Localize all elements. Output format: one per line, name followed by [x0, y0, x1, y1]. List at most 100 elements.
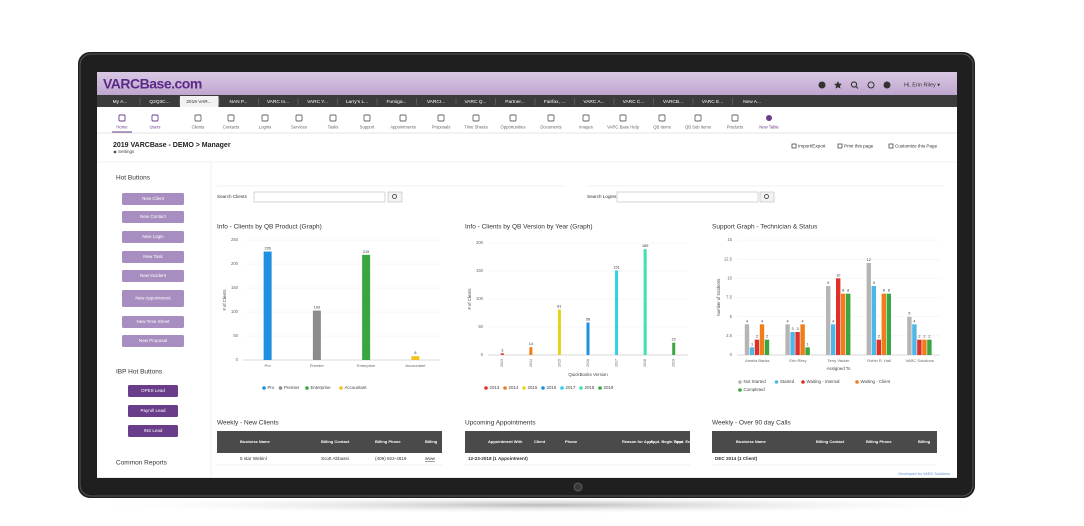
tab-label[interactable]: VARCB...	[663, 99, 683, 105]
toolbar-label[interactable]: Services	[291, 125, 307, 130]
tab[interactable]	[575, 96, 614, 107]
settings-link[interactable]: Settings	[118, 149, 135, 154]
help-icon[interactable]	[867, 81, 875, 89]
page-action[interactable]: Import/Export	[798, 144, 826, 149]
hot-button-label[interactable]: New Proposal	[139, 338, 167, 343]
tab[interactable]	[614, 96, 654, 107]
tab[interactable]	[140, 96, 180, 107]
tab-label[interactable]: Partner...	[505, 99, 524, 105]
hot-button-label[interactable]: New Contact	[140, 214, 167, 219]
search-label: Search Logins	[587, 194, 617, 199]
ibp-button[interactable]	[128, 385, 178, 397]
add-icon[interactable]	[818, 81, 826, 89]
toolbar-label[interactable]: Support	[360, 125, 376, 130]
legend-label: 2015	[528, 385, 538, 390]
hot-button[interactable]	[122, 270, 184, 282]
toolbar-label[interactable]: Images	[579, 125, 593, 130]
page-action[interactable]: Print this page	[844, 144, 874, 149]
search-icon[interactable]	[850, 81, 858, 88]
tab[interactable]	[733, 96, 772, 107]
page-action[interactable]: Customize this Page	[895, 144, 938, 149]
ibp-button[interactable]	[128, 425, 178, 437]
hot-button-label[interactable]: New Time Sheet	[136, 319, 170, 324]
tab[interactable]	[496, 96, 535, 107]
search-input[interactable]	[616, 191, 759, 203]
toolbar-label[interactable]: VARC Base Help	[607, 125, 639, 130]
tab-label[interactable]: Fumiga...	[387, 99, 407, 105]
hot-button[interactable]	[122, 251, 184, 263]
tab[interactable]	[456, 96, 496, 107]
ibp-button[interactable]	[128, 405, 178, 417]
tab[interactable]	[693, 96, 733, 107]
hot-button-label[interactable]: New Client	[142, 196, 165, 201]
hot-button[interactable]	[122, 231, 184, 243]
tab[interactable]	[180, 96, 219, 107]
toolbar-label[interactable]: Time Sheets	[464, 125, 487, 130]
toolbar-label[interactable]: QB Sub Items	[685, 125, 711, 130]
search-button[interactable]	[387, 191, 403, 203]
table-cell[interactable]: www	[425, 456, 436, 461]
toolbar-label[interactable]: Appointments	[390, 125, 416, 130]
star-icon[interactable]	[834, 81, 842, 89]
tab-label[interactable]: VARCI...	[427, 99, 445, 105]
tab-label[interactable]: My A...	[113, 99, 128, 105]
legend-swatch	[339, 386, 343, 390]
hot-button-label[interactable]: New Appointment	[135, 296, 171, 301]
hot-button[interactable]	[122, 316, 184, 328]
toolbar-label[interactable]: Contacts	[223, 125, 240, 130]
hot-button-label[interactable]: New Task	[143, 254, 163, 259]
tab[interactable]	[298, 96, 338, 107]
tab-label[interactable]: VARC C...	[623, 99, 645, 105]
tab-label[interactable]: Larry's L...	[346, 99, 368, 105]
tab-label[interactable]: Q2Q3C...	[149, 99, 169, 105]
tab[interactable]	[417, 96, 456, 107]
info-icon[interactable]	[883, 81, 891, 89]
ibp-button-label[interactable]: Payroll Lead	[140, 408, 166, 413]
tab[interactable]	[654, 96, 693, 107]
tab[interactable]	[338, 96, 377, 107]
toolbar-label[interactable]: Proposals	[432, 125, 451, 130]
toolbar-label[interactable]: Opportunities	[501, 125, 526, 130]
user-menu[interactable]: Hi, Erin Riley ▾	[904, 82, 940, 88]
toolbar-label[interactable]: Clients	[192, 125, 205, 130]
tab-label[interactable]: 2019 VAR...	[186, 99, 212, 105]
hot-button-label[interactable]: New Login	[142, 234, 164, 239]
ibp-button-label[interactable]: INS Lead	[144, 428, 163, 433]
table-header-cell: Billing Contact	[321, 439, 350, 444]
tab-label[interactable]: VARC In...	[267, 99, 289, 105]
tab-label[interactable]: New A...	[743, 99, 761, 105]
tab[interactable]	[219, 96, 259, 107]
toolbar-label[interactable]: Products	[727, 125, 744, 130]
toolbar-label[interactable]: Documents	[540, 125, 561, 130]
tab[interactable]	[377, 96, 417, 107]
hot-button[interactable]	[122, 211, 184, 223]
y-axis-label: # of Clients	[222, 290, 227, 311]
toolbar-label[interactable]: Users	[150, 125, 161, 130]
webcam	[573, 482, 583, 492]
tab-label[interactable]: VARC A...	[583, 99, 604, 105]
toolbar-label[interactable]: Logins	[259, 125, 271, 130]
tab-label[interactable]: VARC Q...	[464, 99, 486, 105]
tab-label[interactable]: Fairfax, ...	[544, 99, 565, 105]
toolbar-label[interactable]: New Table	[759, 125, 779, 130]
legend-swatch	[738, 388, 742, 392]
toolbar-label[interactable]: QB Items	[653, 125, 670, 130]
tab-label[interactable]: NAN P...	[229, 99, 247, 105]
bar	[312, 310, 321, 360]
search-input[interactable]	[253, 191, 386, 203]
tab-label[interactable]: VARC E...	[702, 99, 724, 105]
tab[interactable]	[259, 96, 298, 107]
hot-button[interactable]	[122, 193, 184, 205]
toolbar-label[interactable]: Home	[116, 125, 128, 130]
toolbar-label[interactable]: Tasks	[328, 125, 339, 130]
tab[interactable]	[101, 96, 140, 107]
data-label: 22	[672, 338, 676, 342]
hot-button[interactable]	[122, 290, 184, 307]
hot-button-label[interactable]: New Incident	[140, 273, 167, 278]
hot-button[interactable]	[122, 335, 184, 347]
ibp-button-label[interactable]: OPES Lead	[141, 388, 165, 393]
search-button[interactable]	[759, 191, 775, 203]
tab-label[interactable]: VARC Y...	[307, 99, 328, 105]
tab[interactable]	[535, 96, 575, 107]
toolbar-icon	[437, 114, 445, 122]
